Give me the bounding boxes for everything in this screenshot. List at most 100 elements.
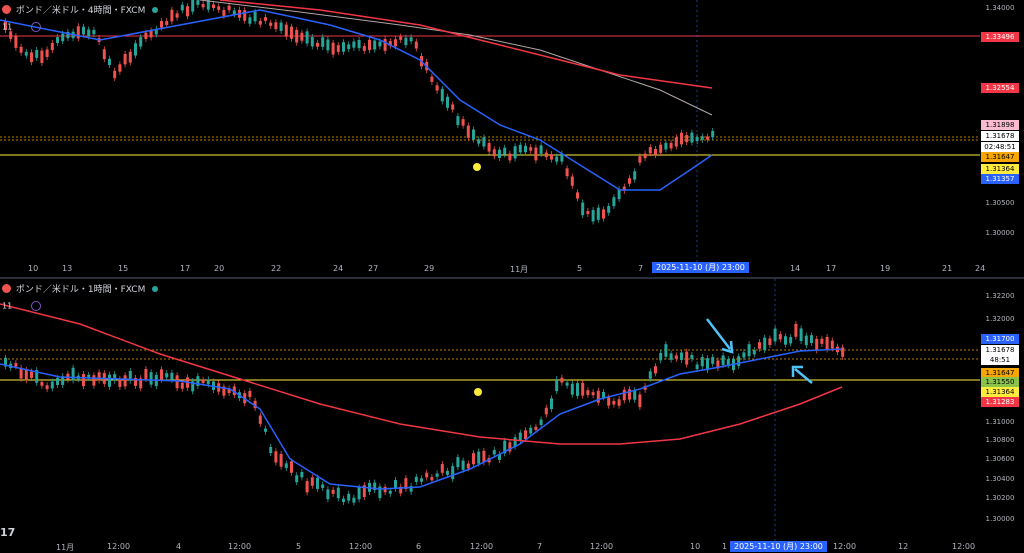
candle [565,382,569,386]
candle [669,142,673,149]
candle [742,352,746,358]
tradingview-logo[interactable]: 17 [0,526,16,539]
candle [570,176,574,186]
candle [108,58,111,66]
candle [175,13,179,18]
candle [19,46,23,53]
candle [326,39,330,51]
candle [170,372,174,380]
pane-divider[interactable] [0,277,1024,279]
candle [4,21,7,31]
candle [607,397,611,406]
candle [4,357,7,367]
candle [123,53,127,65]
candle [586,211,590,215]
candle [758,342,761,349]
indicator-settings-icon[interactable] [30,22,41,32]
candle [264,428,267,432]
candle [404,478,408,489]
chart-canvas-4h[interactable] [0,0,1024,278]
price-tag: 1.31898 [981,120,1019,130]
candle [305,31,309,44]
time-tick: 29 [424,264,435,273]
candle [763,337,767,351]
candle [279,22,283,31]
price-tick: 1.31000 [985,418,1015,426]
symbol-legend[interactable]: ポンド／米ドル・1時間・FXCM [2,282,159,295]
time-tick: 19 [880,264,891,273]
candle [352,41,356,48]
candle [264,17,267,21]
time-tick: 5 [296,542,302,551]
time-tick: 12:00 [349,542,373,551]
candle [810,335,813,343]
candle [284,24,288,37]
price-tag: 1.31647 [981,152,1019,162]
indicator-row[interactable]: 11 [2,301,41,311]
price-tick: 1.34000 [985,4,1015,12]
candle [321,37,325,47]
candle [378,486,382,499]
candle [820,338,824,344]
candle [170,9,174,22]
time-tick: 13 [62,264,73,273]
symbol-flag-icon [2,5,11,14]
candle [534,426,538,430]
price-tag: 02:48:51 [981,142,1019,152]
indicator-settings-icon[interactable] [30,301,41,311]
candle [654,148,657,156]
indicator-row[interactable]: 11 [2,22,41,32]
candle [477,139,481,144]
candle [394,480,397,489]
price-tick: 1.32200 [985,292,1015,300]
candle [253,400,257,409]
candle [529,147,533,151]
candle [35,370,39,383]
candle [648,371,652,379]
candle [269,22,273,26]
time-tick: 10 [690,542,701,551]
candle [461,119,465,126]
candle [841,347,845,357]
candle [633,390,637,400]
time-tick: 7 [537,542,543,551]
candle [513,146,517,159]
candle [357,40,361,49]
candle [685,351,689,365]
candle [50,42,54,51]
candle [706,136,709,140]
chart-pane-1h[interactable]: ポンド／米ドル・1時間・FXCM 11 1.32200 1.32000 1.3100… [0,279,1024,553]
candle [706,358,709,371]
candle [628,178,631,184]
candle [144,32,148,39]
candle [466,463,470,469]
candle [550,154,553,160]
candle [45,49,49,57]
candle [123,375,127,387]
candle [414,41,418,49]
candle [113,374,117,381]
candle [659,352,663,361]
candle [222,9,226,16]
candle [446,96,449,108]
time-tick: 11月 [510,265,529,274]
candle [487,142,491,152]
chart-canvas-1h[interactable] [0,279,1024,553]
price-tag: 48:51 [981,355,1019,365]
candle [799,328,803,342]
chart-pane-4h[interactable]: ポンド／米ドル・4時間・FXCM 11 1.34000 1.30000 1.3050… [0,0,1024,278]
candle [539,145,543,154]
price-tag: 1.31550 [981,377,1019,387]
candle [513,437,517,447]
candle [144,368,148,380]
time-tick: 12:00 [833,542,857,551]
ma-slow-line [219,0,713,89]
candle [508,442,512,452]
candle [35,50,39,58]
symbol-legend[interactable]: ポンド／米ドル・4時間・FXCM [2,3,159,16]
candle [430,76,434,82]
candle [66,31,70,39]
candle [160,369,163,380]
candle [300,32,304,41]
candle [196,376,200,386]
